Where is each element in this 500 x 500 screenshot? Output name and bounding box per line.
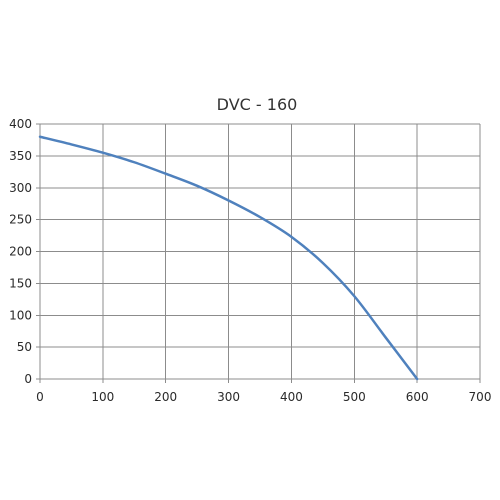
x-tick-label: 100 [91, 390, 114, 404]
x-tick-label: 700 [469, 390, 492, 404]
grid [40, 123, 481, 379]
y-tick-label: 100 [9, 308, 32, 322]
data-point [38, 135, 42, 139]
y-tick-label: 400 [9, 117, 32, 131]
y-tick-label: 350 [9, 149, 32, 163]
y-tick-label: 50 [17, 340, 32, 354]
y-tick-label: 0 [24, 372, 32, 386]
x-tick-label: 0 [36, 390, 44, 404]
data-point [415, 377, 419, 381]
y-tick-label: 250 [9, 213, 32, 227]
data-point [352, 294, 356, 298]
data-point [195, 184, 199, 188]
data-point [101, 151, 105, 155]
data-point [258, 215, 262, 219]
data-point [384, 336, 388, 340]
data-point [132, 160, 136, 164]
data-point [289, 235, 293, 239]
y-tick-label: 150 [9, 276, 32, 290]
data-point [164, 172, 168, 176]
chart-title: DVC - 160 [217, 95, 298, 114]
x-tick-label: 300 [217, 390, 240, 404]
x-tick-label: 200 [154, 390, 177, 404]
y-tick-label: 200 [9, 245, 32, 259]
series-line-0 [38, 135, 419, 381]
x-tick-label: 600 [406, 390, 429, 404]
x-tick-label: 400 [280, 390, 303, 404]
tick-labels: 0 50 100 150 200 250 300 350 400 0 100 200 300 400 500… [9, 117, 491, 404]
axes [36, 123, 481, 383]
y-tick-label: 300 [9, 181, 32, 195]
data-point [321, 261, 325, 265]
series [38, 135, 419, 381]
x-tick-label: 500 [343, 390, 366, 404]
data-point [69, 142, 73, 146]
data-point [227, 199, 231, 203]
